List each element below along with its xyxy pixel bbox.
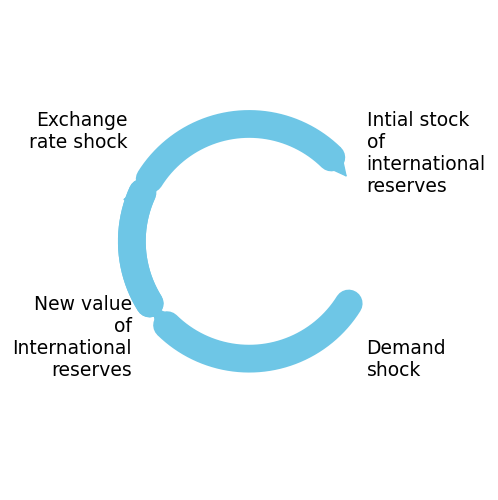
Text: Exchange
rate shock: Exchange rate shock bbox=[29, 111, 127, 152]
Text: Demand
shock: Demand shock bbox=[367, 340, 446, 380]
Text: New value
of
International
reserves: New value of International reserves bbox=[12, 296, 132, 380]
Text: Intial stock
of
international
reserves: Intial stock of international reserves bbox=[367, 111, 486, 196]
